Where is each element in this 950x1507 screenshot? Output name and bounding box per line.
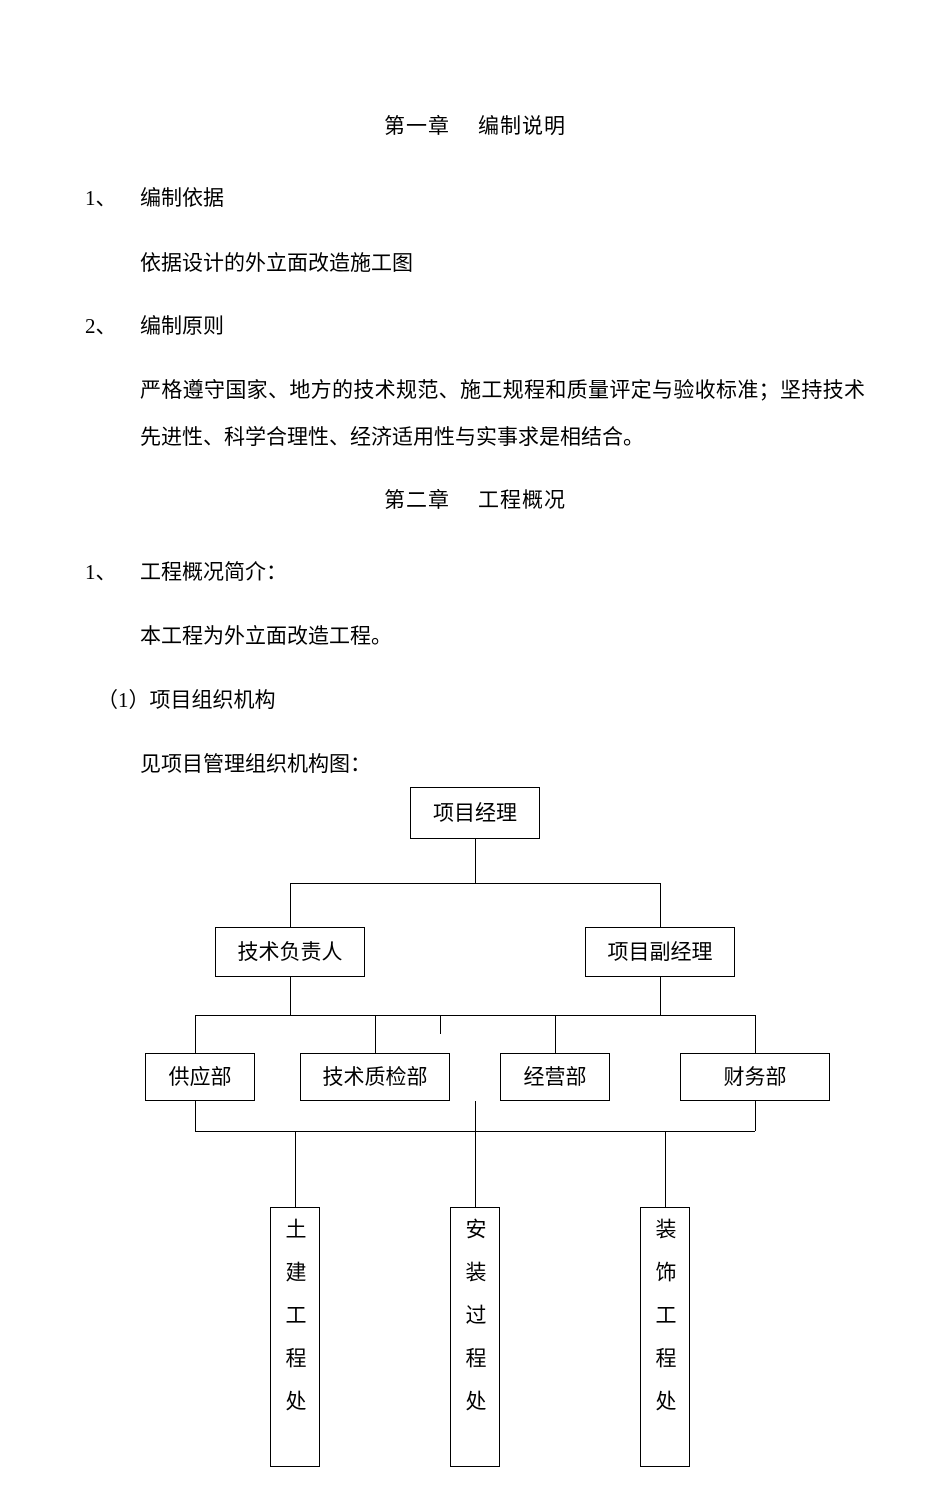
node-l3d: 财务部 bbox=[680, 1053, 830, 1101]
item-1: 1、 编制依据 bbox=[85, 182, 865, 216]
item-3: 1、 工程概况简介： bbox=[85, 556, 865, 590]
node-l4a: 土建工程处 bbox=[270, 1207, 320, 1467]
connector bbox=[475, 839, 476, 883]
connector bbox=[290, 883, 660, 884]
chapter-2-title: 第二章 工程概况 bbox=[85, 484, 865, 514]
org-chart: 项目经理 技术负责人 项目副经理 供应部 技术质检部 经营部 财务部 bbox=[140, 787, 920, 1507]
connector bbox=[755, 1101, 756, 1131]
item-1-label: 编制依据 bbox=[140, 182, 865, 216]
chapter-2-left: 第二章 bbox=[384, 488, 450, 512]
node-l3c: 经营部 bbox=[500, 1053, 610, 1101]
node-l2a: 技术负责人 bbox=[215, 927, 365, 977]
connector bbox=[440, 1015, 441, 1034]
item-3-text: 本工程为外立面改造工程。 bbox=[140, 613, 865, 659]
chapter-1-title: 第一章 编制说明 bbox=[85, 110, 865, 140]
connector bbox=[295, 1131, 296, 1207]
connector bbox=[665, 1131, 666, 1207]
node-l3b: 技术质检部 bbox=[300, 1053, 450, 1101]
connector bbox=[660, 977, 661, 1015]
node-root: 项目经理 bbox=[410, 787, 540, 839]
item-2-text: 严格遵守国家、地方的技术规范、施工规程和质量评定与验收标准；坚持技术先进性、科学… bbox=[140, 367, 865, 459]
sub-1-label: （1）项目组织机构 bbox=[97, 684, 865, 718]
connector bbox=[195, 1015, 196, 1053]
node-l4c: 装饰工程处 bbox=[640, 1207, 690, 1467]
node-l2b: 项目副经理 bbox=[585, 927, 735, 977]
node-l4b: 安装过程处 bbox=[450, 1207, 500, 1467]
sub-1-text: 见项目管理组织机构图： bbox=[140, 741, 865, 787]
node-l3a: 供应部 bbox=[145, 1053, 255, 1101]
item-1-text: 依据设计的外立面改造施工图 bbox=[140, 240, 865, 286]
item-3-label: 工程概况简介： bbox=[140, 556, 865, 590]
item-2-num: 2、 bbox=[85, 310, 140, 344]
item-2: 2、 编制原则 bbox=[85, 310, 865, 344]
connector bbox=[290, 977, 291, 1015]
item-3-num: 1、 bbox=[85, 556, 140, 590]
chapter-1-right: 编制说明 bbox=[478, 114, 566, 138]
connector bbox=[290, 883, 291, 927]
item-2-label: 编制原则 bbox=[140, 310, 865, 344]
connector bbox=[195, 1015, 755, 1016]
connector bbox=[660, 883, 661, 927]
connector bbox=[755, 1015, 756, 1053]
item-1-num: 1、 bbox=[85, 182, 140, 216]
connector bbox=[195, 1101, 196, 1131]
connector bbox=[555, 1015, 556, 1053]
connector bbox=[475, 1101, 476, 1207]
connector bbox=[375, 1015, 376, 1053]
chapter-2-right: 工程概况 bbox=[478, 488, 566, 512]
chapter-1-left: 第一章 bbox=[384, 114, 450, 138]
